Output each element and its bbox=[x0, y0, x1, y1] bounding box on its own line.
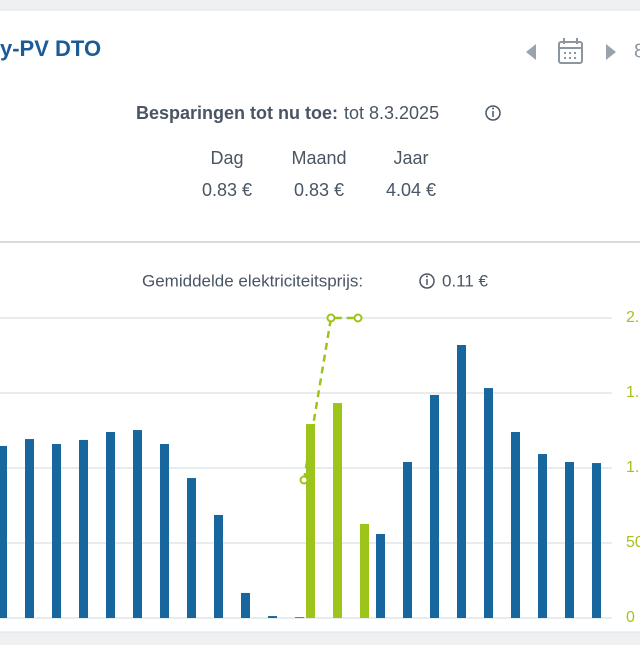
line bbox=[302, 316, 358, 481]
bar bbox=[160, 444, 169, 618]
bar bbox=[376, 534, 385, 618]
y-tick-label: 1. bbox=[626, 459, 639, 476]
price-value: 0.11 € bbox=[442, 271, 489, 290]
bar bbox=[538, 454, 547, 618]
cut-icon: 8 bbox=[634, 40, 640, 62]
y-tick-label: 2. bbox=[626, 309, 639, 326]
calendar-icon[interactable] bbox=[558, 38, 583, 64]
bar bbox=[214, 514, 223, 618]
next-arrow[interactable] bbox=[606, 44, 616, 60]
bar bbox=[52, 444, 61, 618]
info-icon[interactable] bbox=[419, 273, 435, 289]
bar bbox=[360, 523, 369, 618]
info-icon[interactable] bbox=[485, 105, 501, 121]
bar bbox=[79, 439, 88, 618]
title: y-PV DTO bbox=[0, 36, 101, 61]
period-label: Dag bbox=[210, 148, 243, 168]
y-tick-label: 0 bbox=[626, 609, 635, 626]
bar bbox=[306, 424, 315, 618]
y-tick-label: 1. bbox=[626, 384, 639, 401]
bar bbox=[295, 617, 304, 618]
savings-date: tot 8.3.2025 bbox=[344, 103, 439, 123]
line-point bbox=[353, 313, 363, 323]
bar bbox=[133, 430, 142, 618]
period-value: 0.83 € bbox=[294, 180, 344, 200]
bar bbox=[241, 592, 250, 618]
bar bbox=[0, 445, 7, 618]
bar bbox=[565, 462, 574, 618]
savings-line: Besparingen tot nu toe: tot 8.3.2025 bbox=[136, 103, 439, 123]
bar bbox=[592, 463, 601, 618]
bar bbox=[333, 403, 342, 618]
period-label: Maand bbox=[291, 148, 346, 168]
period-label: Jaar bbox=[393, 148, 428, 168]
bar bbox=[268, 616, 277, 618]
y-tick-label: 50 bbox=[626, 534, 640, 551]
period-value: 0.83 € bbox=[202, 180, 252, 200]
line-point bbox=[299, 475, 309, 485]
chart: 0 50 1. 1. 2. bbox=[0, 309, 640, 626]
savings-label: Besparingen tot nu toe: bbox=[136, 103, 338, 123]
period-value: 4.04 € bbox=[386, 180, 436, 200]
bar bbox=[403, 462, 412, 618]
bar bbox=[25, 439, 34, 618]
bar bbox=[511, 432, 520, 618]
bar bbox=[484, 388, 493, 618]
bar bbox=[457, 345, 466, 618]
bar bbox=[187, 478, 196, 618]
bar bbox=[106, 432, 115, 618]
price-label: Gemiddelde elektriciteitsprijs: bbox=[142, 271, 363, 290]
line-point bbox=[326, 313, 336, 323]
bar bbox=[430, 394, 439, 618]
prev-arrow[interactable] bbox=[526, 44, 536, 60]
